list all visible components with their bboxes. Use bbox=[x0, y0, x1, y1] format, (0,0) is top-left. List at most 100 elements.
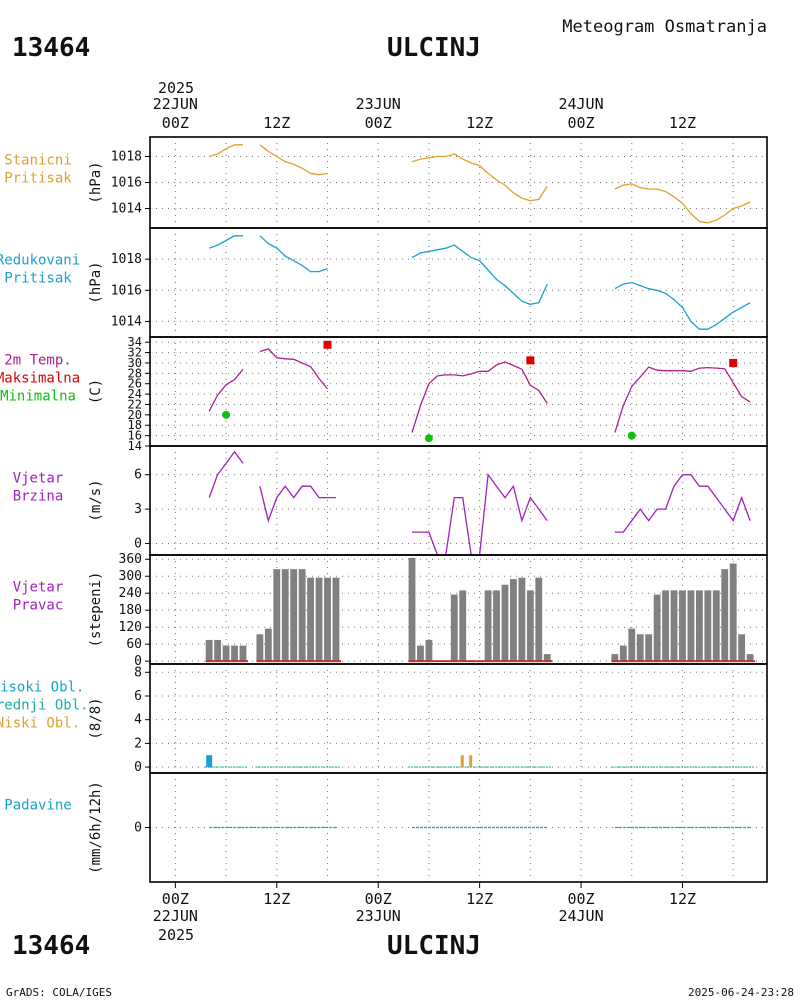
direction-bar-base bbox=[653, 660, 663, 663]
top-tick-date: 22JUN bbox=[153, 95, 198, 113]
y-axis-label: (hPa) bbox=[88, 161, 104, 203]
direction-bar-base bbox=[290, 660, 299, 663]
y-tick-label: 34 bbox=[128, 335, 142, 349]
temperature-line bbox=[411, 361, 548, 433]
direction-bar-base bbox=[214, 660, 223, 663]
y-tick-label: 1016 bbox=[111, 176, 142, 191]
station-name-bottom: ULCINJ bbox=[387, 931, 481, 961]
panel-label: Pritisak bbox=[4, 171, 72, 187]
y-tick-label: 0 bbox=[134, 537, 142, 552]
y-tick-label: 1014 bbox=[111, 314, 142, 329]
direction-bar bbox=[543, 654, 551, 662]
direction-bar-base bbox=[645, 660, 654, 663]
series-line bbox=[209, 144, 243, 158]
direction-bar-base bbox=[679, 660, 688, 663]
direction-bar bbox=[712, 590, 720, 662]
direction-bar-base bbox=[417, 660, 426, 663]
direction-bar-base bbox=[535, 660, 544, 663]
y-tick-label: 6 bbox=[134, 689, 142, 704]
direction-bar bbox=[619, 645, 627, 662]
direction-bar bbox=[290, 569, 298, 662]
y-tick-label: 120 bbox=[119, 620, 142, 635]
direction-bar-base bbox=[484, 660, 494, 663]
y-tick-label: 240 bbox=[119, 586, 142, 601]
y-tick-label: 1014 bbox=[111, 202, 142, 217]
direction-bar bbox=[510, 579, 517, 662]
y-tick-label: 32 bbox=[128, 346, 142, 360]
direction-bar bbox=[628, 628, 636, 662]
top-tick-label: 00Z bbox=[365, 114, 392, 132]
panel-label: Pritisak bbox=[4, 271, 72, 287]
top-tick-label: 00Z bbox=[162, 114, 189, 132]
direction-bar bbox=[662, 590, 670, 662]
direction-bar-base bbox=[628, 660, 637, 663]
direction-bar bbox=[738, 634, 746, 662]
direction-bar bbox=[459, 590, 467, 662]
tmin-marker bbox=[424, 434, 433, 443]
direction-bar-base bbox=[611, 660, 620, 663]
cloud-low-bar bbox=[460, 755, 464, 768]
direction-bar-base bbox=[408, 660, 418, 663]
y-tick-label: 26 bbox=[128, 377, 142, 391]
direction-bar-base bbox=[324, 660, 333, 663]
panel-label: Vjetar bbox=[13, 580, 64, 596]
direction-bar bbox=[645, 634, 653, 662]
direction-bar bbox=[679, 590, 686, 662]
y-tick-label: 14 bbox=[128, 439, 142, 453]
direction-bar-base bbox=[501, 660, 511, 663]
direction-bar bbox=[222, 645, 230, 662]
panel-frame bbox=[149, 336, 768, 447]
tmax-marker bbox=[526, 356, 535, 365]
panel-station_pressure: 1014 1016 1018 (hPa) Stanicni Pritisak bbox=[4, 136, 768, 229]
credit-text: GrADS: COLA/IGES bbox=[6, 986, 112, 999]
panel-label: 2m Temp. bbox=[4, 353, 71, 369]
y-tick-label: 28 bbox=[128, 366, 142, 380]
y-tick-label: 2 bbox=[134, 736, 142, 751]
direction-bar-base bbox=[239, 660, 248, 663]
panel-label: Pravac bbox=[13, 598, 64, 614]
direction-bar-base bbox=[231, 660, 240, 663]
direction-bar-base bbox=[433, 660, 443, 663]
direction-bar bbox=[231, 645, 238, 662]
panel-wind_direction: 0 60 120 180 240 300 360 (stepeni) Vjetar Pravac bbox=[13, 552, 768, 669]
y-tick-label: 180 bbox=[119, 603, 142, 618]
panel-label: Visoki Obl. bbox=[0, 680, 84, 696]
direction-bar-base bbox=[281, 660, 291, 663]
bottom-tick-label: 00Z bbox=[365, 890, 392, 908]
direction-bar bbox=[273, 569, 281, 662]
bottom-year: 2025 bbox=[158, 926, 194, 944]
direction-bar bbox=[526, 590, 534, 662]
temperature-line bbox=[259, 348, 329, 390]
direction-bar-base bbox=[738, 660, 747, 663]
direction-bar bbox=[518, 577, 526, 662]
y-tick-label: 16 bbox=[128, 429, 142, 443]
series-line bbox=[259, 235, 328, 273]
y-axis-label: (mm/6h/12h) bbox=[88, 781, 104, 874]
series-line bbox=[614, 281, 751, 330]
direction-bar-base bbox=[619, 660, 629, 663]
panel-label: Niski Obl. bbox=[0, 716, 80, 732]
direction-bar-base bbox=[476, 660, 485, 663]
direction-bar-base bbox=[746, 660, 756, 663]
direction-bar bbox=[670, 590, 678, 662]
direction-bar bbox=[205, 639, 213, 662]
panel-label: Brzina bbox=[13, 489, 64, 505]
series-line bbox=[259, 485, 336, 523]
direction-bar bbox=[332, 577, 340, 662]
direction-bar-base bbox=[526, 660, 536, 663]
y-tick-label: 20 bbox=[128, 408, 142, 422]
y-tick-label: 1018 bbox=[111, 252, 142, 267]
tmin-marker bbox=[627, 431, 636, 440]
bottom-tick-label: 00Z bbox=[568, 890, 595, 908]
panel-label: Stanicni bbox=[4, 153, 71, 169]
bottom-tick-date: 22JUN bbox=[153, 907, 198, 925]
panel-precip: 0 (mm/6h/12h) Padavine bbox=[4, 772, 768, 883]
direction-bar bbox=[425, 639, 433, 662]
y-axis-label: (C) bbox=[88, 379, 104, 404]
direction-bar bbox=[687, 590, 695, 662]
direction-bar bbox=[307, 577, 315, 662]
direction-bar-base bbox=[636, 660, 646, 663]
